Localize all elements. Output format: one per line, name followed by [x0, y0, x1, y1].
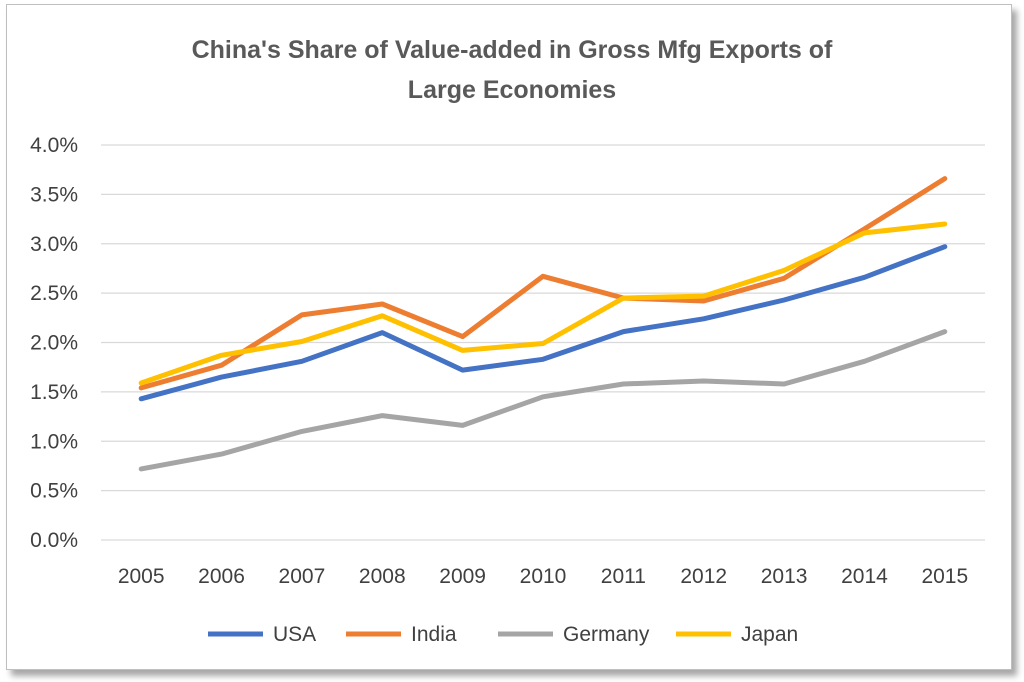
- series-lines: [138, 176, 948, 472]
- y-tick-label: 2.0%: [30, 332, 78, 355]
- x-tick-label: 2014: [841, 565, 888, 588]
- legend-label-usa: USA: [273, 623, 316, 646]
- x-tick-label: 2015: [921, 565, 968, 588]
- chart-frame: [6, 4, 1012, 670]
- chart-title-line-1: China's Share of Value-added in Gross Mf…: [192, 36, 833, 64]
- x-tick-label: 2006: [198, 565, 245, 588]
- y-tick-label: 4.0%: [30, 134, 78, 157]
- x-tick-label: 2007: [279, 565, 326, 588]
- x-tick-label: 2005: [118, 565, 165, 588]
- y-tick-label: 0.0%: [30, 529, 78, 552]
- series-line-germany: [138, 329, 948, 472]
- y-tick-label: 0.5%: [30, 480, 78, 503]
- chart-title-line-2: Large Economies: [408, 76, 616, 104]
- legend-label-india: India: [411, 623, 457, 646]
- series-line-japan: [138, 221, 948, 386]
- y-tick-label: 3.0%: [30, 233, 78, 256]
- x-axis-ticks: 2005 2006 2007 2008 2009 2010 2011 2012 2013 2014…: [118, 565, 968, 588]
- series-line-india: [138, 176, 948, 391]
- y-tick-label: 2.5%: [30, 282, 78, 305]
- x-tick-label: 2009: [439, 565, 486, 588]
- x-tick-label: 2011: [601, 565, 646, 588]
- x-tick-label: 2012: [680, 565, 727, 588]
- y-tick-label: 1.5%: [30, 381, 78, 404]
- y-tick-label: 3.5%: [30, 183, 78, 206]
- legend: USA India Germany Japan: [208, 623, 798, 646]
- y-axis-ticks: 0.0% 0.5% 1.0% 1.5% 2.0% 2.5% 3.0% 3.5% 4.0%: [30, 134, 78, 552]
- x-tick-label: 2008: [359, 565, 406, 588]
- x-tick-label: 2013: [761, 565, 808, 588]
- y-tick-label: 1.0%: [30, 430, 78, 453]
- x-tick-label: 2010: [520, 565, 567, 588]
- legend-label-germany: Germany: [563, 623, 650, 646]
- series-line-usa: [138, 244, 948, 402]
- legend-label-japan: Japan: [741, 623, 798, 646]
